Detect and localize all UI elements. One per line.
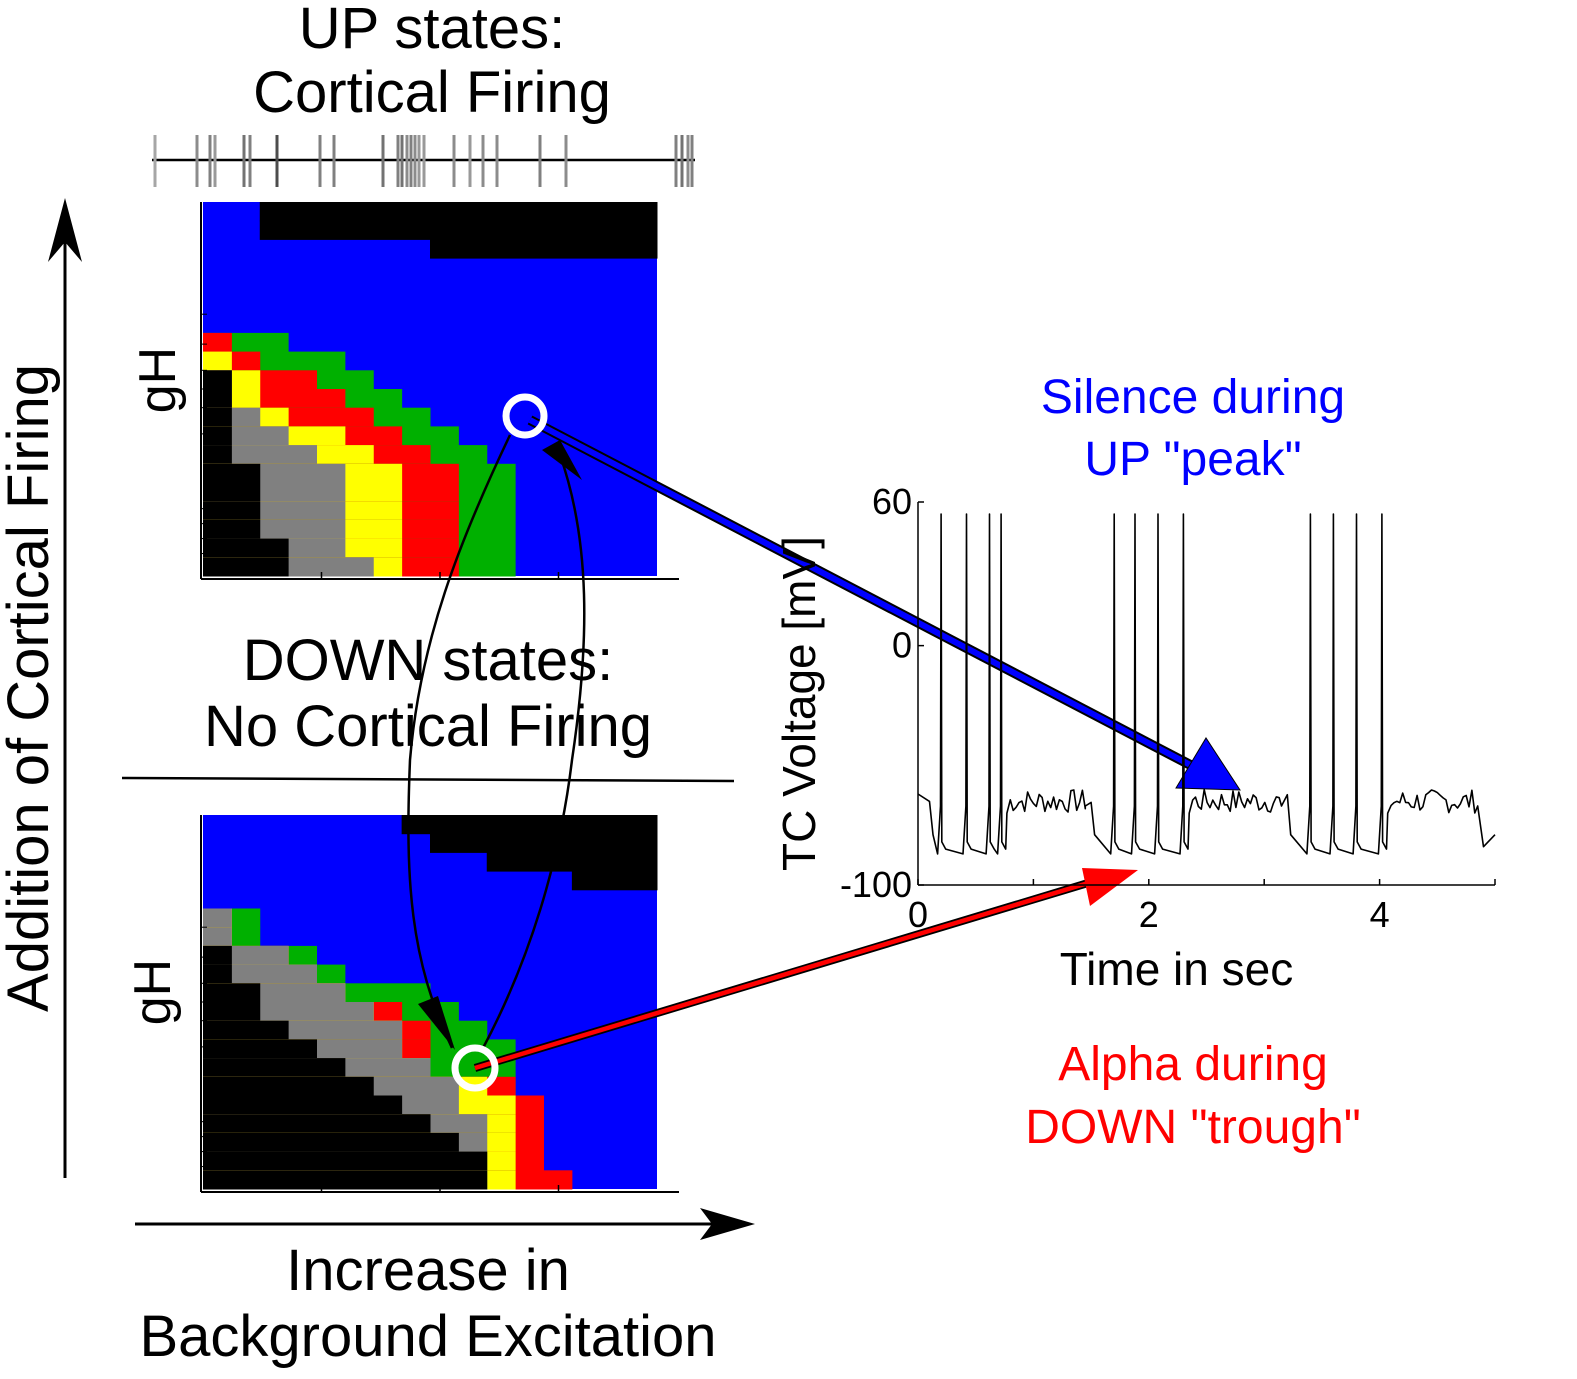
chart-x-tick-label: 0 — [908, 894, 928, 935]
up-to-down-arrowhead — [418, 996, 455, 1050]
down-title-line1: DOWN states: — [243, 628, 614, 693]
y-axis-label: Addition of Cortical Firing — [0, 364, 61, 1012]
map-cell-black — [203, 964, 232, 984]
map-cell-red — [203, 332, 232, 353]
red-arrow — [474, 877, 1099, 1071]
chart-x-tick-label: 2 — [1139, 894, 1159, 935]
up-title-line1: UP states: — [299, 0, 566, 61]
chart-y-tick-label: 60 — [872, 481, 912, 522]
down-state-parameter-map — [203, 815, 658, 1190]
map-cell-black — [203, 426, 232, 446]
map-cell-black — [259, 220, 658, 240]
map-cell-gray — [203, 908, 232, 928]
silence-label-line2: UP "peak" — [1084, 433, 1301, 486]
chart-x-tick-label: 4 — [1370, 894, 1390, 935]
chart-x-label: Time in sec — [1060, 943, 1293, 995]
down-to-up-arrowhead — [542, 440, 582, 480]
map-cell-black — [203, 463, 261, 483]
map-cell-black — [203, 501, 261, 521]
map-cell-black — [203, 1132, 459, 1153]
map-cell-black — [203, 389, 232, 409]
chart-y-tick-label: 0 — [892, 625, 912, 666]
map-cell-black — [203, 1039, 317, 1059]
blue-arrow — [528, 417, 1202, 773]
map-cell-black — [203, 1114, 431, 1134]
map-cell-black — [203, 538, 289, 558]
map-cell-black — [203, 1151, 488, 1171]
up-title-line2: Cortical Firing — [253, 60, 611, 125]
map-cell-black — [203, 1095, 403, 1115]
map-cell-black — [203, 1076, 374, 1096]
down-state-marker — [451, 1044, 499, 1092]
x-axis-arrowhead — [700, 1208, 755, 1240]
map-cell-black — [203, 1058, 346, 1078]
tc-voltage-series — [917, 513, 1496, 855]
map-cell-black — [203, 445, 232, 465]
map-cell-black — [203, 557, 289, 577]
up-gh-label: gH — [129, 347, 187, 413]
map-cell-black — [203, 370, 232, 390]
silence-label-line1: Silence during — [1041, 371, 1345, 424]
alpha-label-line1: Alpha during — [1058, 1038, 1328, 1091]
map-cell-yellow — [203, 351, 232, 371]
map-cell-black — [401, 815, 658, 835]
up-to-down-curve — [407, 434, 512, 1049]
map-cell-black — [571, 871, 658, 891]
cortical-spike-raster — [152, 135, 695, 187]
chart-y-tick-label: -100 — [840, 864, 912, 905]
down-map-axes — [200, 815, 679, 1193]
down-gh-label: gH — [124, 959, 182, 1025]
map-cell-black — [203, 945, 232, 966]
map-cell-black — [486, 852, 658, 872]
alpha-label-line2: DOWN "trough" — [1025, 1101, 1360, 1154]
chart-y-label: TC Voltage [mV] — [773, 536, 825, 871]
x-axis-label-line2: Background Excitation — [139, 1304, 716, 1369]
map-cell-gray — [203, 927, 232, 947]
up-state-marker — [502, 393, 548, 439]
map-cell-black — [203, 519, 261, 540]
down-title-line2: No Cortical Firing — [204, 694, 652, 759]
map-cell-black — [430, 239, 658, 259]
map-cell-black — [259, 202, 658, 222]
up-map-axes — [200, 202, 679, 580]
map-cell-black — [203, 407, 232, 427]
blue-arrowhead — [1175, 737, 1241, 791]
map-cell-black — [203, 1020, 289, 1040]
x-axis-label-line1: Increase in — [286, 1238, 570, 1303]
down-to-up-curve — [480, 454, 586, 1051]
map-cell-black — [430, 833, 658, 853]
map-cell-black — [203, 482, 261, 502]
map-cell-black — [203, 983, 261, 1003]
map-cell-black — [203, 1170, 488, 1190]
map-cell-black — [203, 1002, 261, 1022]
red-arrowhead — [1082, 868, 1138, 906]
divider-line — [121, 776, 735, 783]
up-state-parameter-map — [203, 202, 658, 577]
y-axis-arrowhead — [48, 198, 82, 262]
